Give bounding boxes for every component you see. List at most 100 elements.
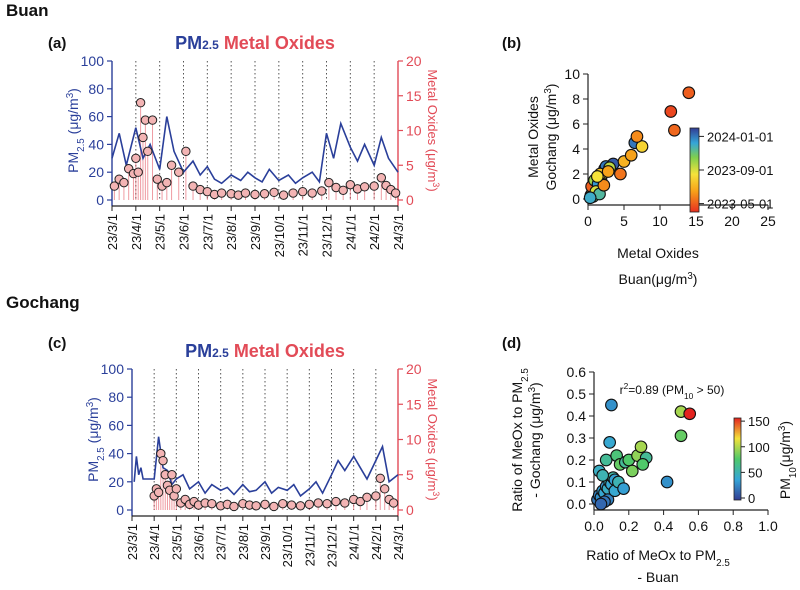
metal-oxide-point [375, 473, 385, 483]
metal-oxide-point [207, 498, 217, 509]
y-axis-title-line2: - Gochang (μg/m3) [527, 382, 544, 497]
x-tick-label: 24/3/1 [391, 214, 406, 250]
x-tick-label: 23/10/1 [272, 214, 287, 257]
chart-title: PM2.5 Metal Oxides [185, 341, 345, 361]
metal-oxide-point [355, 496, 366, 507]
colorbar-label: 2023-05-01 [707, 197, 774, 212]
metal-oxide-point [229, 501, 239, 512]
y-tick-label: 8 [572, 91, 580, 107]
colorbar-tick-label: 0 [748, 491, 755, 506]
x-tick-label: 23/11/1 [302, 524, 317, 566]
colorbar [733, 417, 742, 501]
metal-oxide-point [216, 188, 227, 198]
metal-oxide-point [147, 115, 158, 125]
y-tick-label-left: 0 [96, 192, 104, 208]
metal-oxide-point [369, 181, 379, 191]
metal-oxide-point [278, 190, 289, 200]
metal-oxide-point [317, 186, 327, 196]
y-tick-label-left: 100 [81, 53, 105, 69]
scatter-point [636, 458, 650, 471]
scatter-point [625, 464, 639, 478]
colorbar-tick-label: 150 [748, 414, 770, 429]
y-tick-label-right: 15 [406, 396, 422, 412]
x-tick-label: 24/2/1 [369, 524, 384, 560]
metal-oxide-point [250, 189, 260, 200]
scatter-point [591, 170, 604, 183]
y-tick-label-right: 0 [406, 192, 414, 208]
y-tick-label-left: 80 [108, 389, 124, 405]
y-axis-title-line2: Gochang (μg/m3) [543, 84, 560, 191]
y-tick-label: 0.4 [567, 408, 587, 424]
metal-oxide-point [171, 484, 182, 494]
x-tick-label: 24/3/1 [391, 524, 406, 560]
scatter-point [605, 398, 618, 412]
panel-a-timeseries: PM2.5 Metal Oxides 0 20 40 60 80 100 0 5 10 15 20 23… [65, 33, 442, 257]
metal-oxide-point [131, 153, 141, 164]
metal-oxide-point [259, 189, 270, 199]
y-tick-label: 10 [564, 66, 580, 82]
x-tick-label: 23/12/1 [320, 214, 335, 257]
scatter-point [601, 165, 615, 178]
x-tick-label: 23/6/1 [177, 214, 192, 250]
metal-oxide-point [158, 455, 168, 466]
x-tick-label: 0.6 [689, 518, 709, 534]
pm25-line [111, 116, 399, 185]
x-tick-label: 23/5/1 [169, 524, 184, 560]
y-tick-label: 2 [572, 166, 580, 182]
panel-c-timeseries: PM2.5 Metal Oxides 0 20 40 60 80 100 0 5 10 15 20 23… [85, 341, 442, 567]
y-tick-label-right: 15 [406, 88, 422, 104]
metal-oxide-point [376, 173, 387, 183]
x-tick-label: 5 [620, 213, 628, 229]
metal-oxide-point [240, 188, 251, 198]
scatter-point [664, 105, 678, 118]
metal-oxide-point [304, 499, 315, 510]
panel-letter-d: (d) [502, 335, 521, 352]
y-tick-label-left: 100 [101, 361, 125, 377]
metal-oxide-point [380, 484, 390, 494]
scatter-point [668, 123, 681, 137]
metal-oxide-point [322, 498, 332, 509]
x-tick-label: 1.0 [758, 518, 778, 534]
x-tick-label: 10 [652, 213, 668, 229]
metal-oxide-point [181, 146, 191, 157]
scatter-point [624, 148, 638, 162]
site-header-buan: Buan [6, 1, 49, 20]
x-tick-label: 24/2/1 [367, 214, 382, 250]
metal-oxide-point [167, 470, 177, 480]
scatter-point [630, 130, 644, 143]
scatter-point [682, 86, 696, 100]
y-tick-label-left: 20 [108, 474, 124, 490]
metal-oxide-point [307, 188, 317, 198]
scatter-point [660, 475, 674, 489]
y-tick-label-left: 60 [88, 109, 104, 125]
y-tick-label-right: 5 [406, 467, 414, 483]
metal-oxide-point [390, 188, 401, 198]
panel-letter-a: (a) [48, 35, 66, 52]
site-header-gochang: Gochang [6, 293, 80, 312]
metal-oxide-point [269, 501, 279, 512]
metal-oxide-point [251, 501, 261, 511]
x-tick-label: 0.4 [654, 518, 674, 534]
y-tick-label-right: 10 [406, 432, 422, 448]
x-tick-label: 23/6/1 [192, 524, 207, 560]
y-tick-label: 0.6 [567, 364, 587, 380]
x-tick-label: 23/11/1 [296, 214, 311, 256]
y-axis-title-right: Metal Oxides (μg/m3) [425, 378, 441, 500]
metal-oxide-point [260, 499, 270, 510]
metal-oxide-point [109, 181, 120, 191]
scatter-point [614, 167, 627, 181]
metal-oxide-point [338, 185, 348, 195]
y-tick-label-right: 20 [406, 53, 422, 69]
x-tick-label: 23/4/1 [129, 214, 144, 250]
y-tick-label-left: 40 [108, 446, 124, 462]
colorbar-label: 2023-09-01 [707, 163, 774, 178]
y-tick-label: 0 [572, 191, 580, 207]
y-tick-label-left: 0 [116, 502, 124, 518]
colorbar-tick-label: 50 [748, 465, 762, 480]
x-tick-label: 23/5/1 [153, 214, 168, 250]
annotation-r2: r2=0.89 (PM10 > 50) [620, 381, 725, 401]
x-tick-label: 23/10/1 [280, 524, 295, 567]
metal-oxide-point [313, 498, 323, 508]
metal-oxide-point [331, 496, 341, 507]
